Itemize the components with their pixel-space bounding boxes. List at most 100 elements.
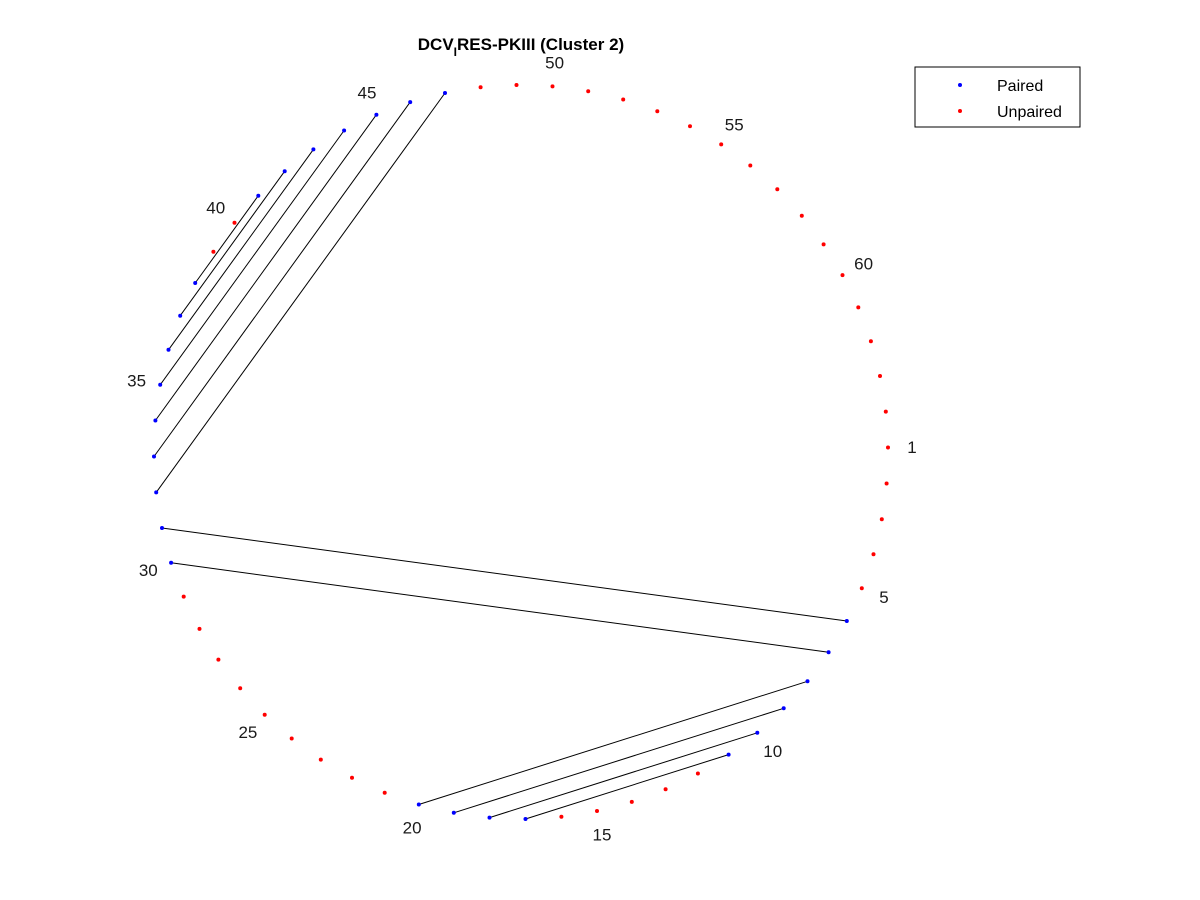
nucleotide-point-22 [350,775,354,780]
chart-title: DCVIRES-PKIII (Cluster 2) [418,35,624,59]
position-label-35: 35 [127,371,146,390]
nucleotide-point-50 [550,84,555,89]
nucleotide-point-14 [629,799,634,804]
nucleotide-point-9 [781,706,786,711]
nucleotide-point-18 [487,815,492,820]
position-label-1: 1 [907,438,916,457]
nucleotide-point-27 [216,657,221,662]
nucleotide-point-51 [586,89,591,94]
nucleotide-point-6 [844,619,849,623]
nucleotide-point-5 [859,586,864,591]
nucleotide-points [152,83,890,821]
pair-chord-32-47 [155,92,446,493]
legend-label-unpaired: Unpaired [997,104,1062,121]
legend: Paired Unpaired [914,66,1081,128]
nucleotide-point-63 [878,374,882,378]
position-label-55: 55 [725,115,744,134]
pair-chord-7-30 [171,562,829,653]
nucleotide-point-23 [318,757,323,762]
nucleotide-point-57 [775,187,780,192]
pair-chord-9-19 [453,707,784,814]
nucleotide-point-13 [663,787,668,792]
nucleotide-point-56 [748,163,753,168]
nucleotide-point-39 [211,249,216,254]
nucleotide-point-38 [193,281,198,285]
chart-title-prefix: DCV [418,35,455,54]
nucleotide-point-41 [256,193,261,198]
nucleotide-point-47 [443,91,447,95]
nucleotide-point-1 [886,445,890,450]
legend-label-paired: Paired [997,78,1043,95]
nucleotide-point-46 [408,100,413,105]
pair-chord-35-44 [159,130,345,386]
nucleotide-point-55 [719,142,724,147]
position-label-5: 5 [879,588,888,607]
pair-chord-6-31 [161,527,847,622]
nucleotide-point-2 [884,481,889,486]
nucleotide-point-10 [755,730,760,735]
nucleotide-point-48 [478,85,483,90]
nucleotide-point-24 [289,736,294,741]
position-label-50: 50 [545,53,564,72]
position-label-30: 30 [139,561,158,580]
nucleotide-point-19 [451,810,456,815]
position-label-60: 60 [854,255,873,274]
nucleotide-point-28 [197,626,202,631]
nucleotide-point-8 [805,679,810,684]
nucleotide-point-33 [152,454,156,459]
nucleotide-point-32 [154,490,159,495]
chart-title-suffix: RES-PKIII (Cluster 2) [457,35,624,54]
nucleotide-point-52 [621,97,626,102]
nucleotide-point-16 [559,814,564,819]
pair-chord-37-42 [179,170,286,316]
nucleotide-point-4 [871,552,876,557]
position-label-45: 45 [358,84,377,103]
position-label-25: 25 [238,723,257,742]
position-label-40: 40 [206,199,225,218]
nucleotide-point-60 [840,273,845,278]
pair-chord-34-45 [154,114,377,421]
nucleotide-point-40 [232,220,237,225]
chart-title-subscript: I [454,45,457,59]
nucleotide-point-15 [595,809,599,813]
pair-chord-33-46 [153,101,411,457]
nucleotide-point-26 [238,686,243,691]
nucleotide-point-44 [342,128,347,133]
nucleotide-point-3 [879,517,884,522]
pair-chord-10-18 [489,732,758,819]
nucleotide-point-36 [166,347,171,352]
nucleotide-point-43 [311,147,316,152]
nucleotide-point-11 [726,752,731,757]
nucleotide-point-62 [868,339,873,344]
nucleotide-point-54 [688,124,692,129]
legend-marker-paired [958,83,962,87]
position-label-15: 15 [593,826,612,845]
position-label-20: 20 [403,819,422,838]
nucleotide-point-34 [153,418,158,423]
nucleotide-point-49 [514,83,519,87]
nucleotide-point-7 [826,650,831,655]
legend-marker-unpaired [958,109,962,113]
nucleotide-point-20 [416,802,421,807]
pair-chord-38-41 [194,195,259,284]
nucleotide-point-29 [181,594,186,599]
pair-chord-36-43 [168,149,314,351]
nucleotide-point-25 [262,712,267,717]
nucleotide-point-53 [655,109,660,114]
nucleotide-point-31 [160,526,164,530]
nucleotide-point-64 [883,409,888,414]
pair-chord-8-20 [418,680,808,805]
legend-box [914,66,1081,128]
nucleotide-point-59 [821,242,826,247]
nucleotide-point-37 [178,313,183,318]
nucleotide-point-45 [374,112,379,117]
nucleotide-point-30 [169,560,174,565]
nucleotide-point-35 [158,382,163,387]
nucleotide-point-61 [856,305,861,310]
nucleotide-point-42 [282,169,287,174]
nucleotide-point-12 [695,771,700,776]
pair-chord-11-17 [525,754,729,820]
nucleotide-point-58 [799,213,804,218]
